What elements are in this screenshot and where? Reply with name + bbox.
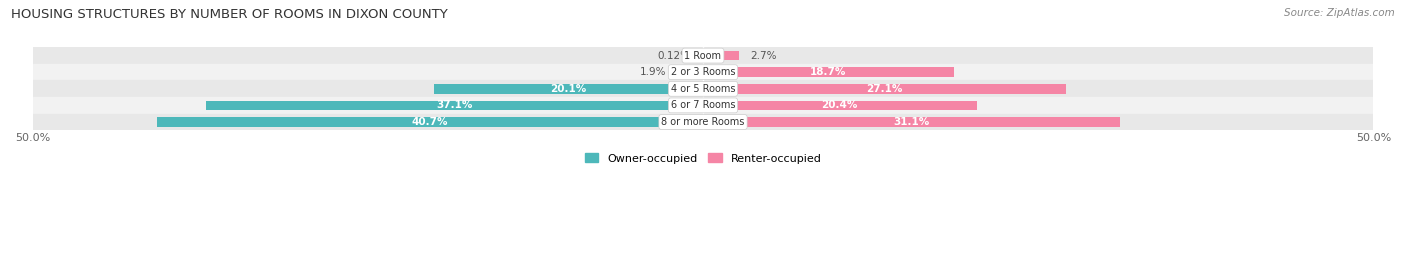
Text: 20.4%: 20.4% <box>821 100 858 110</box>
Bar <box>157 117 703 127</box>
Text: 0.12%: 0.12% <box>658 51 690 61</box>
Bar <box>703 84 1066 94</box>
Bar <box>32 47 1374 64</box>
Bar <box>32 64 1374 80</box>
Text: Source: ZipAtlas.com: Source: ZipAtlas.com <box>1284 8 1395 18</box>
Text: 40.7%: 40.7% <box>412 117 449 127</box>
Bar <box>205 101 703 110</box>
Text: 2.7%: 2.7% <box>749 51 776 61</box>
Text: 4 or 5 Rooms: 4 or 5 Rooms <box>671 84 735 94</box>
Bar <box>32 97 1374 114</box>
Text: 20.1%: 20.1% <box>550 84 586 94</box>
Bar <box>703 117 1121 127</box>
Text: 6 or 7 Rooms: 6 or 7 Rooms <box>671 100 735 110</box>
Bar <box>703 101 977 110</box>
Text: HOUSING STRUCTURES BY NUMBER OF ROOMS IN DIXON COUNTY: HOUSING STRUCTURES BY NUMBER OF ROOMS IN… <box>11 8 449 21</box>
Text: 27.1%: 27.1% <box>866 84 903 94</box>
Text: 37.1%: 37.1% <box>436 100 472 110</box>
Text: 2 or 3 Rooms: 2 or 3 Rooms <box>671 67 735 77</box>
Text: 1.9%: 1.9% <box>640 67 666 77</box>
Bar <box>703 67 953 77</box>
Text: 1 Room: 1 Room <box>685 51 721 61</box>
Bar <box>433 84 703 94</box>
Bar <box>703 51 740 61</box>
Text: 8 or more Rooms: 8 or more Rooms <box>661 117 745 127</box>
Text: 31.1%: 31.1% <box>893 117 929 127</box>
Bar <box>32 114 1374 130</box>
Text: 18.7%: 18.7% <box>810 67 846 77</box>
Bar <box>702 51 703 61</box>
Bar <box>678 67 703 77</box>
Bar <box>32 80 1374 97</box>
Legend: Owner-occupied, Renter-occupied: Owner-occupied, Renter-occupied <box>581 149 825 168</box>
